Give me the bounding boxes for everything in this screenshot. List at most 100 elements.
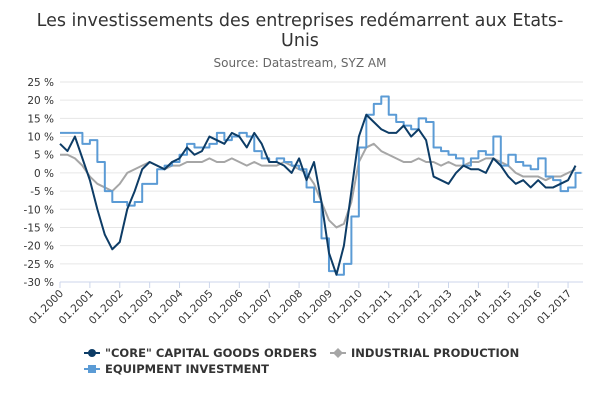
data-point — [239, 136, 240, 137]
data-point — [59, 154, 60, 155]
data-point — [523, 165, 524, 166]
data-point — [336, 227, 337, 228]
y-tick-label: 10 % — [27, 132, 54, 144]
data-point — [97, 209, 98, 210]
data-point — [209, 136, 210, 137]
legend-item[interactable]: INDUSTRIAL PRODUCTION — [330, 346, 519, 360]
data-point — [343, 263, 344, 264]
series-2 — [59, 142, 576, 229]
data-point — [433, 176, 434, 177]
y-tick-label: -25 % — [24, 259, 54, 271]
data-point — [366, 114, 367, 115]
series-line — [60, 142, 576, 229]
data-point — [396, 132, 397, 133]
data-point — [74, 132, 75, 133]
data-point — [515, 172, 516, 173]
data-point — [261, 143, 262, 144]
data-point — [426, 140, 427, 141]
data-point — [358, 147, 359, 148]
data-point — [328, 270, 329, 271]
data-point — [530, 176, 531, 177]
data-point — [119, 201, 120, 202]
data-point — [448, 183, 449, 184]
data-point — [201, 161, 202, 162]
data-point — [493, 136, 494, 137]
data-point — [575, 165, 576, 166]
data-point — [134, 169, 135, 170]
data-point — [440, 180, 441, 181]
data-point — [455, 172, 456, 173]
y-tick-label: -15 % — [24, 222, 54, 234]
series-0 — [59, 113, 577, 276]
chart-subtitle: Source: Datastream, SYZ AM — [214, 56, 387, 70]
data-point — [269, 165, 270, 166]
data-point — [298, 169, 299, 170]
data-point — [276, 161, 277, 162]
data-point — [67, 154, 68, 155]
data-point — [553, 180, 554, 181]
data-point — [448, 154, 449, 155]
data-point — [313, 201, 314, 202]
data-point — [89, 140, 90, 141]
x-axis: 01.200001.200101.200201.200301.200401.20… — [27, 281, 583, 327]
data-point — [171, 161, 172, 162]
data-point — [231, 132, 232, 133]
data-point — [403, 161, 404, 162]
data-point — [179, 158, 180, 159]
data-point — [82, 165, 83, 166]
data-point — [216, 161, 217, 162]
data-point — [291, 165, 292, 166]
data-point — [306, 180, 307, 181]
data-point — [239, 132, 240, 133]
data-point — [134, 190, 135, 191]
data-point — [209, 158, 210, 159]
data-point — [455, 165, 456, 166]
data-point — [313, 161, 314, 162]
data-point — [411, 161, 412, 162]
data-point — [485, 172, 486, 173]
data-point — [231, 158, 232, 159]
data-point — [523, 176, 524, 177]
data-point — [164, 169, 165, 170]
data-point — [411, 129, 412, 130]
data-point — [403, 125, 404, 126]
data-point — [216, 140, 217, 141]
data-point — [82, 143, 83, 144]
data-point — [418, 118, 419, 119]
data-point — [112, 201, 113, 202]
data-point — [284, 165, 285, 166]
data-point — [351, 190, 352, 191]
data-point — [127, 209, 128, 210]
legend-marker-icon — [88, 365, 96, 373]
data-point — [508, 176, 509, 177]
data-point — [246, 136, 247, 137]
data-point — [321, 201, 322, 202]
data-point — [560, 190, 561, 191]
data-point — [142, 165, 143, 166]
y-tick-label: 0 % — [34, 168, 54, 180]
data-point — [261, 158, 262, 159]
y-tick-label: 15 % — [27, 113, 54, 125]
series-line — [59, 113, 577, 276]
data-point — [179, 154, 180, 155]
data-point — [194, 147, 195, 148]
y-tick-label: 25 % — [27, 77, 54, 89]
data-point — [74, 158, 75, 159]
data-point — [321, 238, 322, 239]
data-point — [291, 172, 292, 173]
data-point — [343, 223, 344, 224]
data-point — [388, 154, 389, 155]
data-point — [493, 158, 494, 159]
legend-item[interactable]: "CORE" CAPITAL GOODS ORDERS — [84, 346, 317, 360]
data-point — [59, 143, 60, 144]
legend-item[interactable]: EQUIPMENT INVESTMENT — [84, 362, 269, 376]
data-point — [239, 161, 240, 162]
data-point — [426, 121, 427, 122]
data-point — [127, 172, 128, 173]
data-point — [201, 147, 202, 148]
data-point — [373, 143, 374, 144]
data-point — [276, 165, 277, 166]
data-point — [261, 165, 262, 166]
legend[interactable]: "CORE" CAPITAL GOODS ORDERS INDUSTRIAL PR… — [84, 346, 519, 376]
